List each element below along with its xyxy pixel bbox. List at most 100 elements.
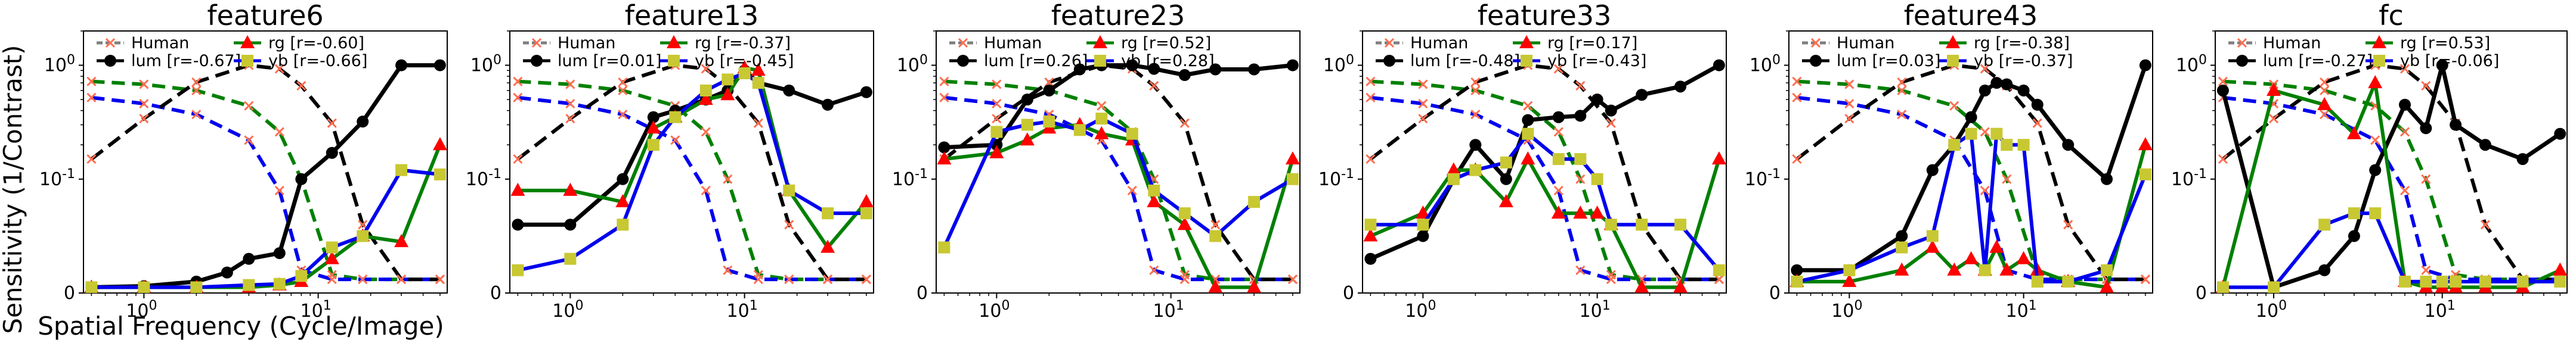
series-yb-point (1574, 153, 1587, 166)
reference-rg-point (939, 76, 949, 86)
reference-rg-curve (2222, 79, 2560, 282)
legend-label: yb [r=-0.06] (2400, 52, 2499, 70)
reference-yb-point (1179, 274, 1190, 285)
reference-rg-point (2421, 174, 2431, 184)
series-yb-point (2399, 275, 2411, 288)
reference-yb-point (723, 265, 733, 275)
series-yb-point (2268, 281, 2280, 293)
x-tick-label: 100 (2256, 298, 2287, 322)
series-rg-point (1208, 279, 1223, 293)
series-yb-point (1126, 127, 1138, 140)
series-rg-point (1999, 262, 2014, 276)
series-human-point (565, 114, 575, 124)
y-tick-label: 100 (1323, 53, 1354, 76)
series-lum-point (1522, 114, 1534, 126)
series-yb-line (2222, 211, 2560, 289)
reference-rg-point (565, 79, 575, 89)
y-tick-label: 100 (897, 53, 928, 76)
series-yb-point (1552, 153, 1565, 166)
series-yb-point (2001, 139, 2013, 151)
reference-rg-point (2002, 174, 2012, 184)
x-tick-label: 101 (2425, 298, 2456, 322)
series-yb-point (1674, 219, 1687, 231)
series-rg-point (1673, 279, 1688, 293)
series-lum-point (1574, 110, 1587, 122)
plot-area (1363, 59, 1726, 293)
series-lum-point (434, 59, 446, 71)
y-tick-label: 100 (2176, 53, 2207, 76)
legend-label: rg [r=0.53] (2400, 34, 2490, 52)
legend-label: yb [r=-0.43] (1547, 52, 1646, 70)
legend-rg-point (240, 35, 255, 48)
series-human-point (1210, 220, 1221, 230)
legend-lum-point (1383, 55, 1395, 67)
series-lum-point (1364, 253, 1377, 265)
legend-label: yb [r=-0.45] (695, 52, 794, 70)
reference-rg-point (1897, 85, 1907, 96)
series-human-line (516, 63, 866, 282)
plot-area (2215, 59, 2567, 293)
series-yb-point (295, 270, 308, 282)
series-lum-point (938, 141, 950, 154)
series-yb-point (2420, 275, 2432, 288)
series-lum-point (2062, 139, 2075, 151)
series-yb-point (1095, 113, 1108, 125)
series-rg-point (821, 239, 835, 253)
series-lum-point (1286, 59, 1299, 71)
y-tick-label: 0 (2196, 283, 2207, 304)
chart-title: feature23 (1051, 0, 1185, 32)
reference-yb-point (992, 98, 1002, 109)
y-tick-label: 0 (1769, 283, 1781, 304)
series-yb-point (1043, 116, 1055, 128)
reference-rg-point (1470, 85, 1481, 96)
series-rg-point (2346, 126, 2361, 139)
series-yb-point (699, 84, 712, 96)
legend-label: lum [r=-0.67] (131, 52, 241, 70)
legend-yb-point (2373, 55, 2385, 67)
series-yb-point (564, 253, 577, 265)
plot-frame (1362, 30, 1727, 294)
reference-rg-point (1575, 174, 1586, 184)
series-human-line (2222, 63, 2560, 282)
series-human-point (1792, 154, 1802, 164)
series-lum-point (617, 173, 629, 185)
series-yb-line (517, 71, 866, 272)
series-yb-point (752, 77, 764, 89)
y-tick-label: 10-1 (1318, 167, 1354, 190)
reference-yb-point (1127, 185, 1137, 195)
series-human-point (1553, 64, 1563, 74)
series-human-point (2320, 77, 2330, 88)
series-yb-point (326, 241, 338, 254)
legend-label: lum [r=0.03] (1837, 52, 1940, 70)
series-rg-point (1711, 151, 1726, 165)
series-rg-point (432, 137, 447, 151)
y-tick-label: 10-1 (39, 167, 75, 190)
reference-yb-point (1418, 98, 1428, 109)
reference-yb-point (244, 135, 254, 145)
series-yb-point (2031, 275, 2044, 288)
reference-yb-point (2320, 110, 2330, 120)
reference-rg-point (1418, 79, 1428, 89)
series-human-point (1418, 114, 1428, 124)
series-human-point (1606, 118, 1616, 128)
reference-yb-point (1575, 265, 1586, 275)
series-rg-line (2221, 76, 2561, 289)
series-rg-point (510, 182, 525, 196)
series-lum-point (2017, 84, 2030, 96)
series-human-point (861, 274, 871, 285)
series-lum-point (1926, 164, 1939, 176)
legend-rg-point (2372, 35, 2386, 48)
series-rg-point (751, 63, 766, 76)
series-rg-point (2368, 75, 2383, 89)
series-lum-point (221, 266, 233, 279)
series-lum-point (1021, 93, 1033, 106)
x-tick-label: 100 (126, 298, 157, 322)
reference-yb-point (565, 98, 575, 109)
legend-rg-point (1519, 35, 1534, 48)
x-tick-label: 100 (1405, 298, 1436, 322)
series-rg-point (324, 251, 339, 264)
